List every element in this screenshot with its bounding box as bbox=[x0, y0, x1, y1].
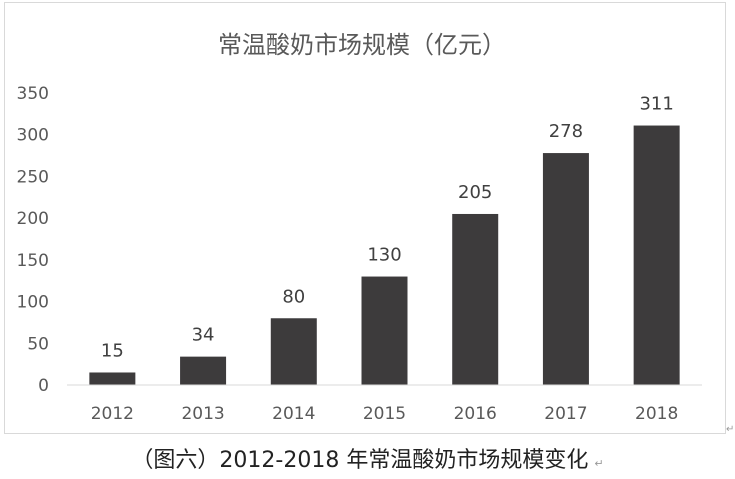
chart-frame: 常温酸奶市场规模（亿元） 0 50 100 150 200 250 300 350 15 34 8… bbox=[4, 2, 726, 434]
x-tick-label-2017: 2017 bbox=[544, 404, 587, 424]
bar-chart: 常温酸奶市场规模（亿元） 0 50 100 150 200 250 300 350 15 34 8… bbox=[17, 31, 702, 424]
edge-return-mark: ↵ bbox=[726, 424, 735, 435]
y-tick-label-50: 50 bbox=[27, 334, 49, 354]
bar-2016 bbox=[452, 213, 499, 385]
bar-2017 bbox=[542, 153, 589, 385]
data-label-2013: 34 bbox=[192, 325, 215, 346]
bar-2018 bbox=[633, 125, 680, 385]
y-tick-label-150: 150 bbox=[17, 251, 49, 271]
caption-return-mark: ↵ bbox=[594, 457, 604, 470]
y-tick-label-350: 350 bbox=[17, 84, 49, 104]
data-label-2016: 205 bbox=[458, 182, 492, 203]
data-label-2018: 311 bbox=[639, 94, 673, 115]
data-label-2017: 278 bbox=[549, 121, 583, 142]
bars bbox=[89, 125, 680, 385]
y-tick-label-0: 0 bbox=[38, 376, 49, 396]
x-tick-label-2018: 2018 bbox=[635, 404, 678, 424]
bar-2014 bbox=[270, 318, 317, 385]
bar-2012 bbox=[89, 372, 136, 385]
x-tick-label-2014: 2014 bbox=[272, 404, 315, 424]
y-tick-label-250: 250 bbox=[17, 167, 49, 187]
x-tick-label-2012: 2012 bbox=[91, 404, 134, 424]
x-axis-ticks: 2012 2013 2014 2015 2016 2017 2018 bbox=[91, 404, 679, 424]
y-tick-label-200: 200 bbox=[17, 209, 49, 229]
bar-2015 bbox=[361, 276, 408, 385]
chart-title: 常温酸奶市场规模（亿元） bbox=[218, 31, 506, 59]
caption-text: （图六）2012-2018 年常温酸奶市场规模变化 bbox=[131, 448, 589, 473]
data-label-2014: 80 bbox=[282, 286, 305, 307]
figure-caption: （图六）2012-2018 年常温酸奶市场规模变化 ↵ bbox=[0, 442, 735, 474]
x-tick-label-2016: 2016 bbox=[454, 404, 497, 424]
bar-data-labels: 15 34 80 130 205 278 311 bbox=[101, 94, 674, 362]
data-label-2012: 15 bbox=[101, 340, 124, 361]
data-label-2015: 130 bbox=[367, 245, 401, 266]
y-tick-label-300: 300 bbox=[17, 126, 49, 146]
y-axis-ticks: 0 50 100 150 200 250 300 350 bbox=[17, 84, 49, 396]
x-tick-label-2015: 2015 bbox=[363, 404, 406, 424]
x-tick-label-2013: 2013 bbox=[181, 404, 224, 424]
bar-2013 bbox=[180, 356, 227, 385]
y-tick-label-100: 100 bbox=[17, 293, 49, 313]
